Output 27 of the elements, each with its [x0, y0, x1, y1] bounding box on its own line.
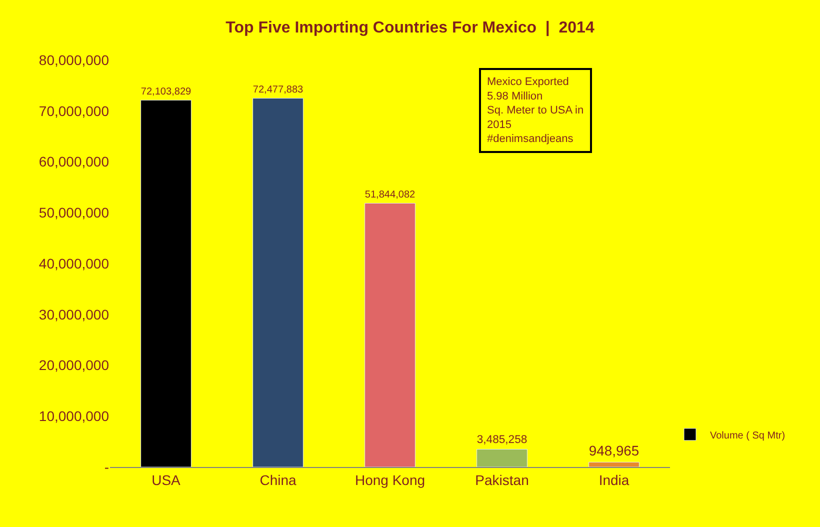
bar	[476, 449, 528, 467]
y-tick-label: 50,000,000	[38, 204, 110, 221]
x-tick-label: India	[598, 472, 630, 488]
legend-label: Volume ( Sq Mtr)	[710, 430, 786, 442]
bar	[140, 100, 192, 467]
bar	[588, 462, 640, 467]
y-tick-label: 30,000,000	[38, 306, 110, 322]
x-tick-label: Hong Kong	[354, 472, 426, 488]
y-tick-label: -	[104, 458, 110, 475]
y-tick-label: 60,000,000	[38, 154, 110, 170]
x-tick-label: USA	[152, 472, 182, 488]
y-tick-label: 40,000,000	[38, 255, 110, 272]
data-label: 72,477,883	[252, 84, 304, 96]
y-tick-label: 80,000,000	[38, 52, 110, 68]
chart-title: Top Five Importing Countries For Mexico | 2014	[226, 19, 594, 36]
data-label: 3,485,258	[476, 434, 528, 446]
y-tick-label: 10,000,000	[38, 408, 110, 424]
x-tick-label: China	[260, 472, 296, 488]
bar	[252, 98, 304, 467]
data-label: 72,103,829	[140, 86, 192, 98]
y-tick-label: 20,000,000	[38, 357, 110, 374]
bar	[364, 202, 416, 467]
x-tick-label: Pakistan	[475, 472, 529, 488]
y-tick-label: 70,000,000	[38, 102, 110, 119]
annotation: Mexico Exported 5.98 Million Sq. Meter to USA in 2015 #denimsandjeans	[487, 76, 584, 146]
data-label: 51,844,082	[364, 190, 416, 201]
data-label: 948,965	[588, 442, 640, 458]
